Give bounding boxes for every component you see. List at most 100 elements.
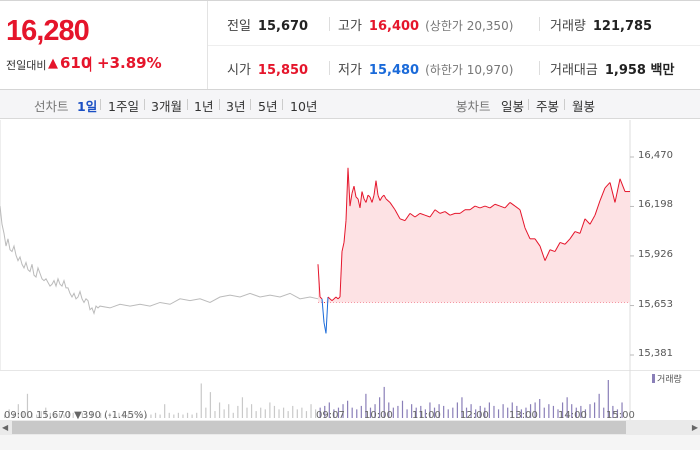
volume-bar [392,407,394,418]
today-series-segment-up [479,205,486,209]
volume-bar [54,414,56,418]
today-series-segment-up [569,231,576,240]
volume-bar [497,409,500,418]
horizontal-scrollbar[interactable]: ◀ ▶ [0,420,700,435]
volume-bar [356,409,358,418]
today-series-segment-up [371,195,375,203]
volume-bar [154,412,157,418]
volume-legend-label: 거래량 [657,375,682,385]
period-3m[interactable]: 3개월 [151,99,182,114]
volume-bar [173,414,175,418]
volume-bar [191,414,193,418]
today-series-segment-up [449,212,456,216]
volume-bar [214,411,216,418]
today-series-segment-up [369,196,373,203]
open-value: 15,850 [257,63,309,78]
change-label: 전일대비 [6,59,47,72]
period-1w[interactable]: 1주일 [108,99,139,114]
today-series-segment-up [331,298,335,302]
volume-bar [305,411,308,418]
volume-bar [223,409,225,418]
volume-bar [45,407,47,418]
volume-bar [571,404,573,418]
candle-daily[interactable]: 일봉 [501,99,525,114]
today-series-segment-up [394,209,401,220]
period-1y[interactable]: 1년 [194,99,214,114]
period-5y[interactable]: 5년 [258,99,278,114]
today-series-segment-up [385,198,391,203]
scroll-left-icon[interactable]: ◀ [2,423,9,432]
volume-bar [58,412,61,418]
scroll-right-icon[interactable]: ▶ [691,423,698,432]
divider [539,61,540,75]
volume-bar [397,405,399,418]
today-series-segment-up [377,195,381,201]
upper-limit: (상한가 20,350) [425,19,514,33]
today-series-segment-up [319,296,323,300]
volume-bar [31,412,33,418]
today-series-segment-up [317,264,321,298]
y-tick-label: 15,381 [638,348,673,359]
time-axis-label: 15:00 [606,410,635,421]
low-value: 15,480 [368,63,420,78]
volume-bar [598,393,600,418]
today-series-segment-up [509,202,516,207]
volume-bar [612,405,614,418]
volume-bar [511,402,513,418]
volume-bar [543,407,545,418]
volume-bar [196,412,198,418]
today-series-segment-up [355,196,359,200]
volume-bar [388,402,390,418]
today-series-segment-up [414,212,421,218]
volume-bar [333,409,335,418]
divider [329,61,330,75]
volume-bar [310,404,312,418]
price-chart[interactable] [0,120,700,370]
today-series-segment-up [353,186,357,198]
volume-bar [127,414,129,418]
volume-bar [520,409,523,418]
volume-bar [337,407,340,418]
today-series-segment-up [494,203,501,207]
volume-bar [484,407,486,418]
volume-bar [401,400,404,418]
volume-bar [411,404,413,418]
today-series-segment-up [359,191,363,208]
volume-bar [301,407,303,418]
candle-weekly[interactable]: 주봉 [536,99,560,114]
low-stat: 저가 15,480 (하한가 10,970) [338,59,513,78]
today-series-segment-up [424,214,431,218]
time-axis-label: 10:00 [364,410,393,421]
volume-bar [470,404,472,418]
open-stat: 시가 15,850 [227,59,308,78]
divider [144,99,145,110]
volume-bar [452,407,454,418]
volume-bar [429,402,431,418]
volume-bar [8,409,10,418]
period-10y[interactable]: 10년 [290,99,318,114]
period-toolbar: 선차트 1일 1주일 3개월 1년 3년 5년 10년 봉차트 일봉 주봉 월봉 [0,90,700,119]
scroll-thumb[interactable] [12,421,626,434]
period-3y[interactable]: 3년 [226,99,246,114]
divider [329,17,330,31]
period-1d[interactable]: 1일 [77,99,98,114]
today-series-segment-down [321,298,325,323]
today-series-segment-up [514,205,521,211]
candle-monthly[interactable]: 월봉 [572,99,596,114]
today-series-segment-up [539,245,546,261]
change-percent: +3.89% [97,54,162,72]
today-series-segment-up [335,296,339,300]
today-series-segment-up [474,205,481,209]
today-series-segment-up [534,238,541,247]
today-series-segment-up [549,249,556,253]
volume-bar [132,412,134,418]
prev-day-series-line [0,206,319,316]
volume-bar [232,412,234,418]
change-separator: | [88,54,94,72]
volume-bar [104,414,106,418]
volume-bar [255,411,257,418]
today-series-segment-up [404,213,411,221]
today-series-segment-up [399,218,406,222]
today-series-segment-up [574,231,581,234]
